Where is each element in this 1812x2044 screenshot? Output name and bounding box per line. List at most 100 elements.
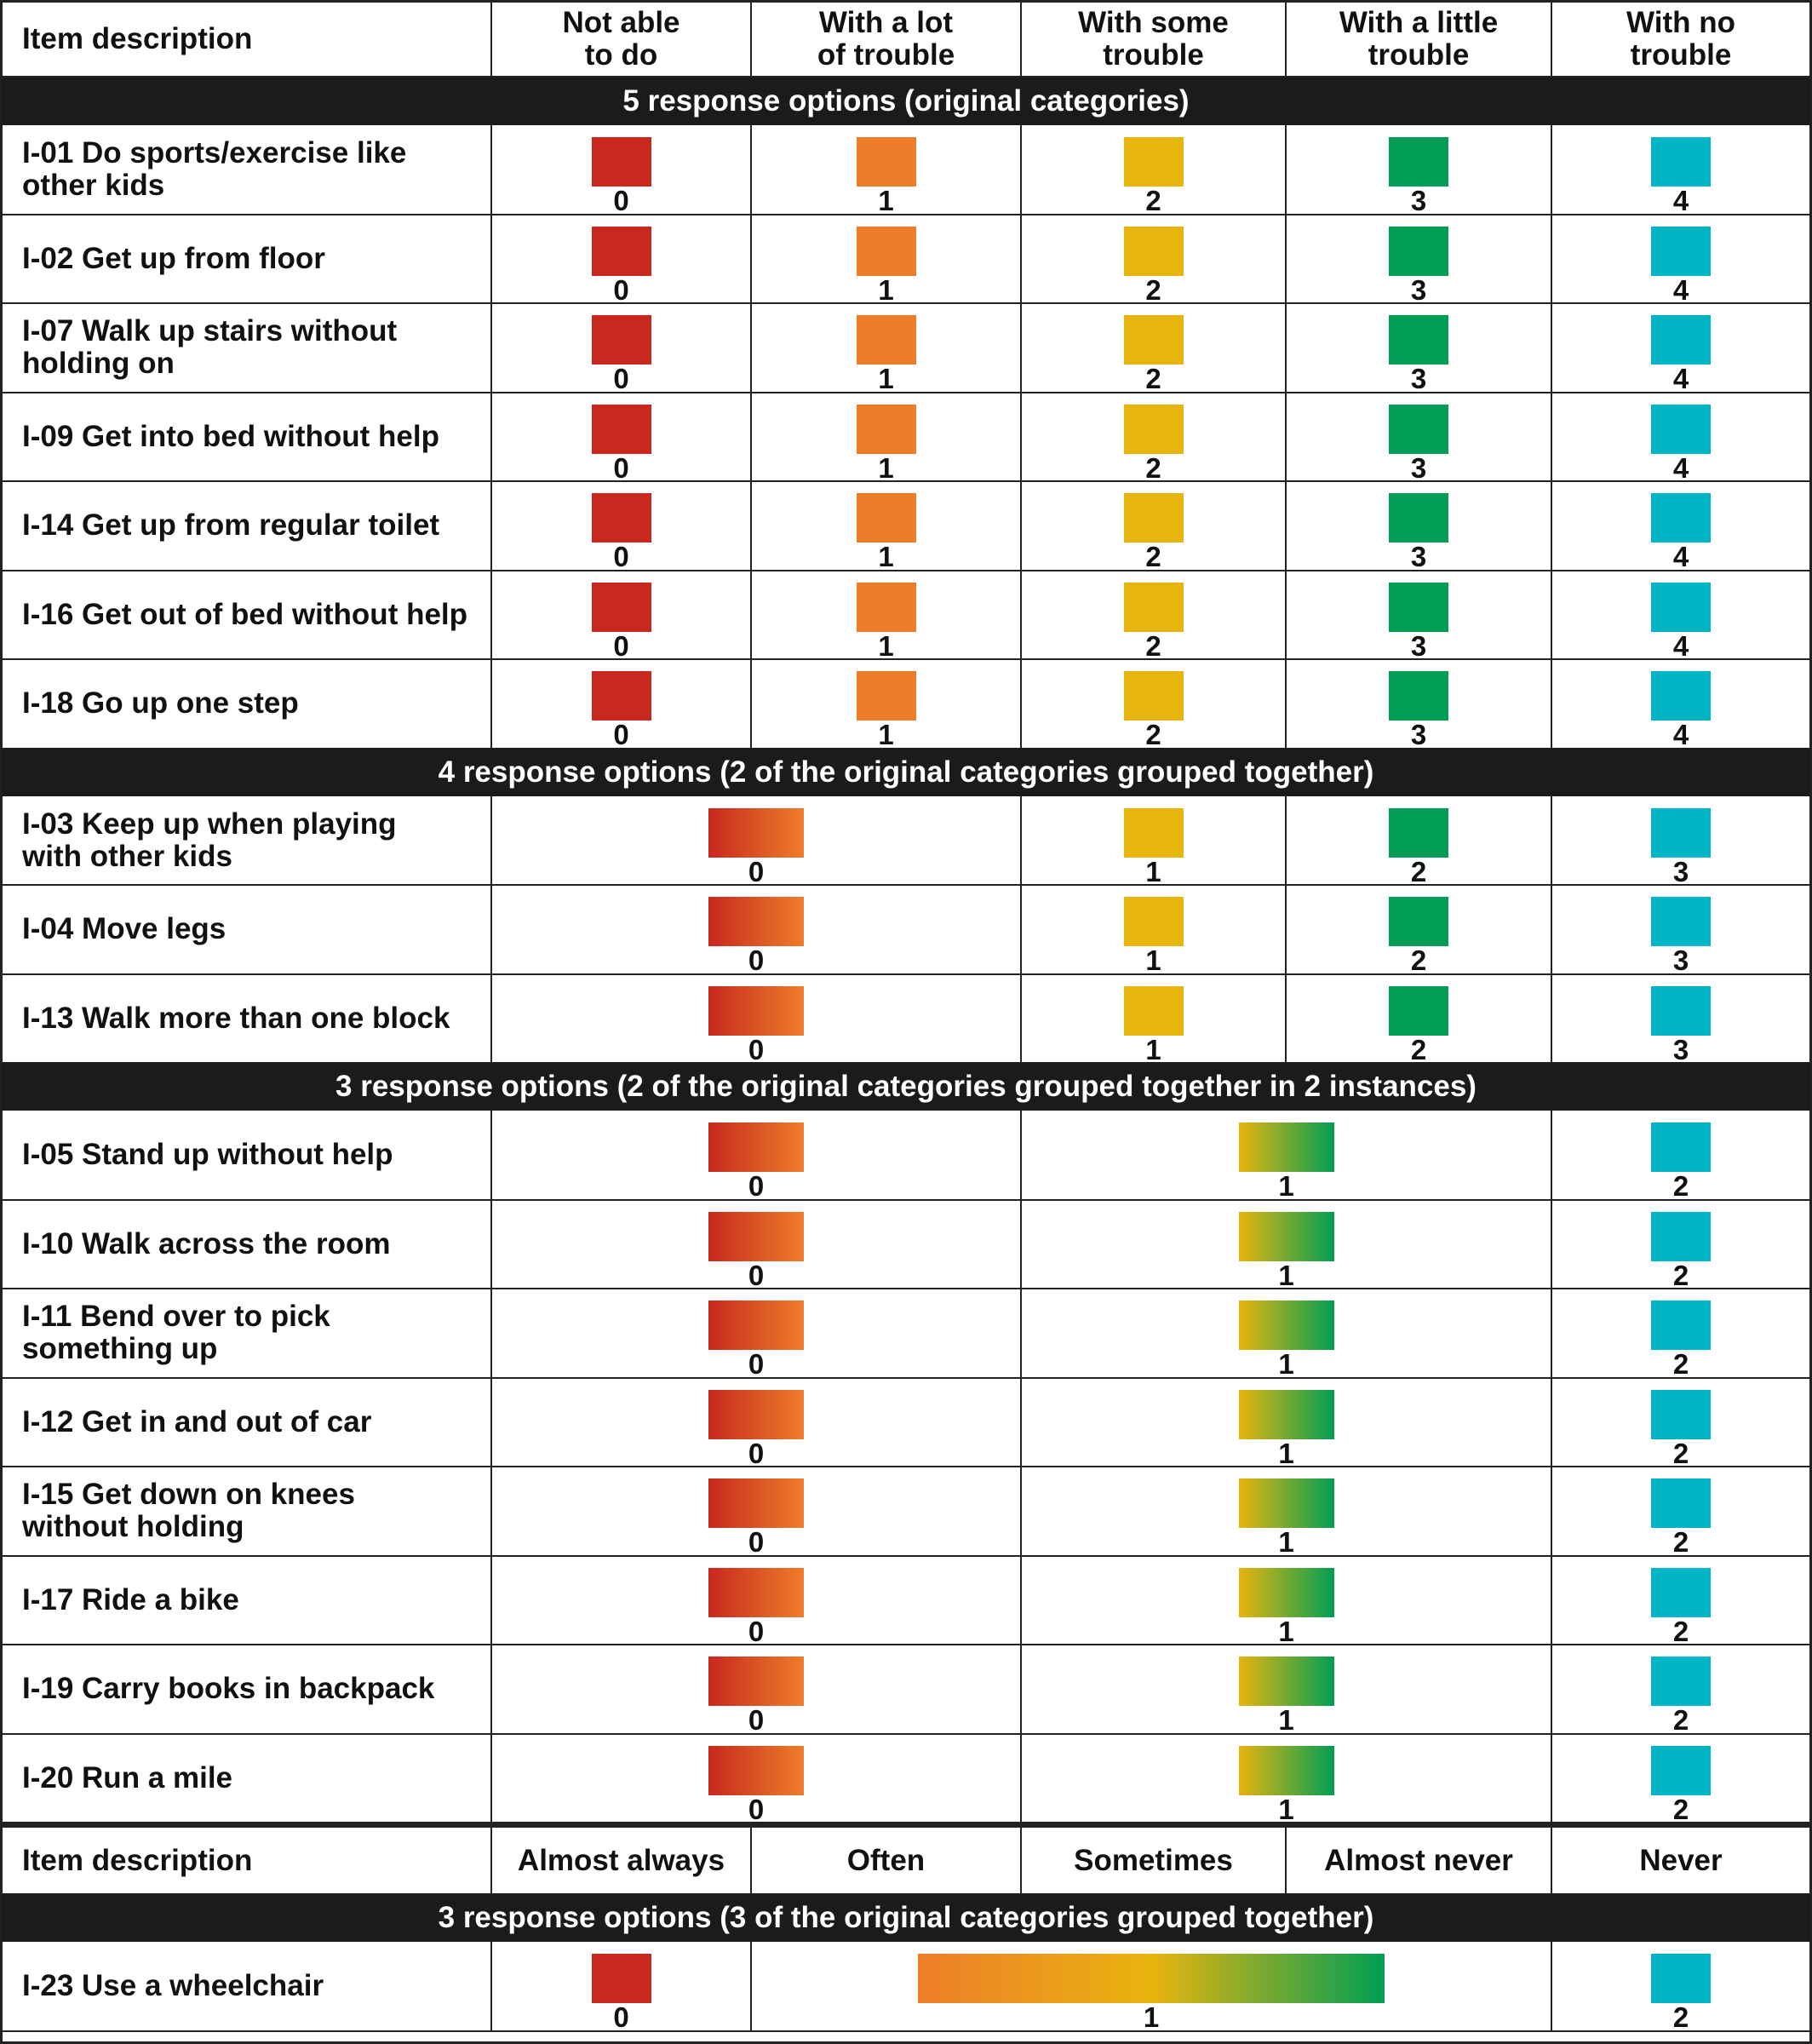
item-label: I-02 Get up from floor <box>22 241 325 275</box>
score-value: 1 <box>1145 1033 1161 1065</box>
group-divider <box>1020 1111 1022 1200</box>
row-divider <box>2 391 1810 393</box>
row-divider <box>2 1288 1810 1289</box>
score-value: 2 <box>1145 451 1161 484</box>
group-divider <box>1285 481 1287 571</box>
group-divider <box>1551 1645 1552 1734</box>
header-divider <box>1551 1828 1552 1894</box>
score-value: 3 <box>1410 719 1427 750</box>
group-divider <box>1551 1199 1552 1289</box>
column-header-4-bottom: Almost never <box>1324 1844 1513 1877</box>
group-divider <box>1551 1555 1552 1645</box>
label-divider <box>490 973 492 1063</box>
score-value: 2 <box>1410 944 1427 976</box>
row-divider <box>2 973 1810 975</box>
group-divider <box>1551 1377 1552 1467</box>
score-value: 2 <box>1145 541 1161 572</box>
group-divider <box>1551 1111 1552 1200</box>
score-swatch-red <box>591 1954 651 2003</box>
score-value: 1 <box>878 185 894 216</box>
group-divider <box>1020 481 1022 571</box>
header-divider <box>1020 1828 1022 1894</box>
group-divider <box>750 1942 752 2031</box>
group-divider <box>1285 973 1287 1063</box>
score-swatch-yellow <box>1123 807 1184 858</box>
group-divider <box>1551 885 1552 974</box>
score-swatch-red <box>591 226 651 276</box>
score-swatch-teal <box>1651 1211 1711 1261</box>
table-top-border <box>0 0 1812 3</box>
thick-separator <box>2 1823 1810 1828</box>
score-swatch-teal <box>1651 807 1711 858</box>
header-divider <box>1551 3 1552 76</box>
item-label: I-20 Run a mile <box>22 1760 233 1794</box>
score-swatch-yellow-green <box>1238 1300 1334 1350</box>
score-swatch-green <box>1389 226 1448 276</box>
score-value: 1 <box>878 719 894 750</box>
group-divider <box>1285 795 1287 885</box>
column-header-1-bottom: Almost always <box>517 1844 725 1877</box>
score-swatch-yellow <box>1123 671 1184 721</box>
label-divider <box>490 125 492 215</box>
score-swatch-teal <box>1651 897 1711 946</box>
group-divider <box>750 570 752 659</box>
score-swatch-green <box>1389 315 1448 365</box>
header-divider <box>1285 1828 1287 1894</box>
group-divider <box>750 392 752 481</box>
score-swatch-red <box>591 493 651 543</box>
score-value: 2 <box>1672 1170 1689 1202</box>
score-value: 1 <box>1278 1526 1294 1558</box>
score-swatch-teal <box>1651 671 1711 721</box>
score-value: 1 <box>1278 1259 1294 1291</box>
score-swatch-green <box>1389 404 1448 454</box>
row-divider <box>2 1554 1810 1557</box>
score-value: 1 <box>1278 1437 1294 1469</box>
score-swatch-yellow <box>1123 404 1184 454</box>
item-label: I-11 Bend over to pick something up <box>22 1300 330 1366</box>
score-value: 3 <box>1672 1033 1689 1065</box>
column-header-3-bottom: Sometimes <box>1074 1844 1233 1877</box>
group-divider <box>1020 125 1022 215</box>
item-label: I-10 Walk across the room <box>22 1226 391 1260</box>
group-divider <box>1285 303 1287 393</box>
section-title-1: 5 response options (original categories) <box>2 78 1810 125</box>
score-swatch-orange <box>856 137 916 187</box>
score-swatch-yellow-green <box>1238 1745 1334 1795</box>
score-value: 0 <box>748 1704 765 1736</box>
score-value: 4 <box>1672 719 1689 750</box>
group-divider <box>1551 973 1552 1063</box>
score-value: 0 <box>613 451 629 484</box>
score-value: 0 <box>748 1526 765 1558</box>
score-swatch-red <box>591 137 651 187</box>
item-label: I-01 Do sports/exercise like other kids <box>22 136 407 203</box>
score-swatch-red-orange <box>708 1745 804 1795</box>
group-divider <box>1551 303 1552 393</box>
score-swatch-teal <box>1651 1656 1711 1706</box>
label-divider <box>490 659 492 749</box>
item-description-header: Item description <box>22 22 253 55</box>
header-divider-bottom <box>2 76 1810 78</box>
group-divider <box>1285 125 1287 215</box>
score-value: 1 <box>1145 855 1161 887</box>
item-label: I-07 Walk up stairs without holding on <box>22 314 398 381</box>
score-swatch-yellow-green <box>1238 1389 1334 1439</box>
score-swatch-yellow <box>1123 137 1184 187</box>
score-value: 2 <box>1410 1033 1427 1065</box>
score-swatch-orange-yellow-green <box>918 1954 1385 2003</box>
column-header-4: With a little trouble <box>1339 6 1499 72</box>
score-value: 0 <box>613 273 629 306</box>
score-value: 3 <box>1410 185 1427 216</box>
score-value: 2 <box>1672 1348 1689 1380</box>
score-value: 0 <box>748 1259 765 1291</box>
score-swatch-yellow <box>1123 897 1184 946</box>
score-swatch-orange <box>856 671 916 721</box>
score-swatch-orange <box>856 226 916 276</box>
label-divider <box>490 885 492 974</box>
score-swatch-green <box>1389 137 1448 187</box>
score-swatch-yellow-green <box>1238 1122 1334 1172</box>
item-label: I-04 Move legs <box>22 912 226 946</box>
score-value: 3 <box>1410 273 1427 306</box>
score-swatch-teal <box>1651 985 1711 1036</box>
group-divider <box>1551 570 1552 659</box>
label-divider <box>490 392 492 481</box>
